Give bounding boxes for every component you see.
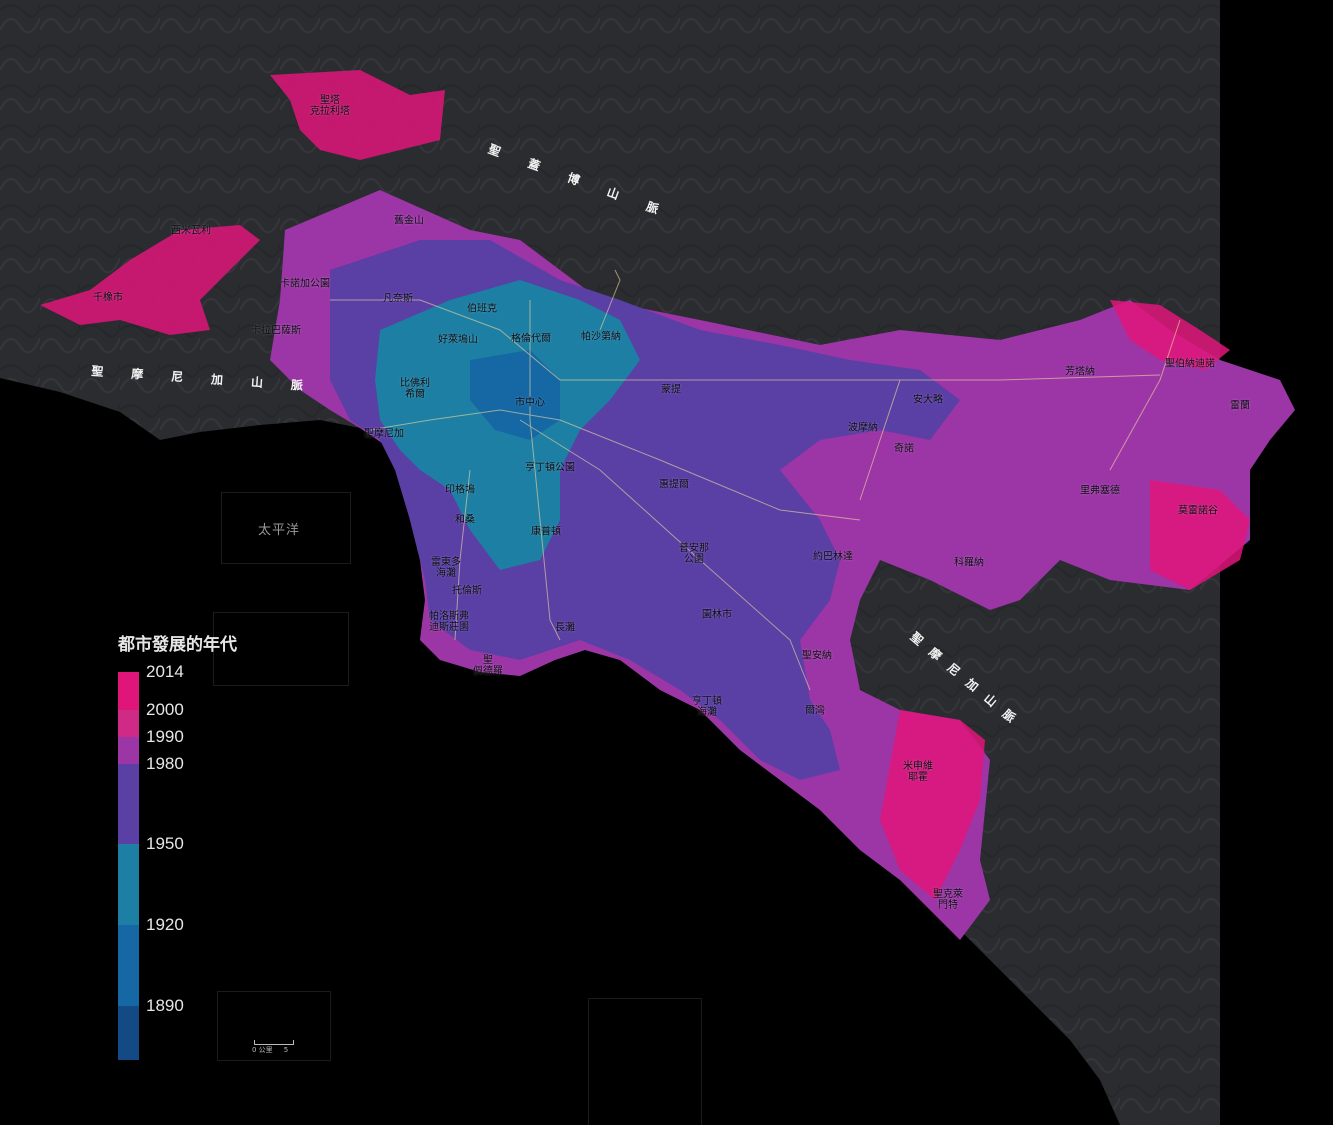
place-label: 帕沙第納 bbox=[581, 331, 621, 343]
place-label: 雷蘭 bbox=[1230, 400, 1250, 412]
place-label: 聖摩尼加 bbox=[364, 428, 404, 440]
place-label: 凡奈斯 bbox=[383, 293, 413, 305]
legend-tick-label: 2000 bbox=[146, 699, 184, 719]
place-label: 莫雷諾谷 bbox=[1178, 505, 1218, 517]
place-label: 聖安納 bbox=[802, 650, 832, 662]
place-label: 安大略 bbox=[913, 394, 943, 406]
legend-segment bbox=[118, 1006, 139, 1060]
legend-tick-label: 1950 bbox=[146, 834, 184, 854]
place-label: 亨丁頓 海灘 bbox=[692, 696, 722, 718]
place-label: 和桑 bbox=[455, 514, 475, 526]
legend-segment bbox=[118, 763, 139, 845]
place-label: 卡諾加公園 bbox=[280, 278, 330, 290]
place-label: 比佛利 希爾 bbox=[400, 378, 430, 400]
place-label: 托倫斯 bbox=[452, 585, 482, 597]
legend-segment bbox=[118, 925, 139, 1007]
legend-tick-label: 1980 bbox=[146, 753, 184, 773]
place-label: 市中心 bbox=[515, 397, 545, 409]
place-label: 聖伯納迪諾 bbox=[1165, 358, 1215, 370]
place-label: 西米瓦利 bbox=[171, 225, 211, 237]
place-label: 亨丁頓公園 bbox=[525, 462, 575, 474]
place-label: 約巴林達 bbox=[813, 551, 853, 563]
place-label: 聖克萊 門特 bbox=[933, 889, 963, 911]
place-label: 聖 佩德羅 bbox=[473, 655, 503, 677]
place-label: 里弗塞德 bbox=[1080, 485, 1120, 497]
legend-tick-label: 1990 bbox=[146, 726, 184, 746]
place-label: 格倫代爾 bbox=[511, 333, 551, 345]
roads bbox=[330, 269, 1181, 691]
legend-segment bbox=[118, 736, 139, 764]
legend-frame bbox=[213, 612, 349, 686]
place-label: 聖塔 克拉利塔 bbox=[310, 95, 350, 117]
place-label: 奇諾 bbox=[894, 443, 914, 455]
place-label: 波摩納 bbox=[848, 422, 878, 434]
legend-color-bar bbox=[118, 672, 139, 1060]
place-label: 舊金山 bbox=[394, 215, 424, 227]
place-label: 帕洛斯弗 迪斯莊園 bbox=[429, 611, 469, 633]
place-label: 芳塔納 bbox=[1065, 366, 1095, 378]
legend-title: 都市發展的年代 bbox=[118, 635, 237, 655]
legend-segment bbox=[118, 844, 139, 926]
place-label: 雷東多 海灘 bbox=[431, 557, 461, 579]
legend-tick-label: 1920 bbox=[146, 915, 184, 935]
right-edge bbox=[1220, 0, 1333, 1125]
place-label: 科羅納 bbox=[954, 557, 984, 569]
place-label: 千橡市 bbox=[93, 292, 123, 304]
legend-segment bbox=[118, 672, 139, 710]
place-label: 長灘 bbox=[555, 622, 575, 634]
place-label: 普安那 公園 bbox=[679, 543, 709, 565]
place-label: 惠提爾 bbox=[659, 479, 689, 491]
legend-tick-label: 2014 bbox=[146, 662, 184, 681]
ocean-label: 太平洋 bbox=[258, 523, 301, 538]
scale-bar: 0 公里 5 bbox=[217, 991, 331, 1061]
scale-bar-line bbox=[254, 1040, 294, 1045]
place-label: 印格塢 bbox=[445, 484, 475, 496]
place-label: 好萊塢山 bbox=[438, 334, 478, 346]
ocean-label-frame bbox=[221, 492, 351, 564]
place-label: 爾灣 bbox=[805, 705, 825, 717]
inset-frame bbox=[588, 998, 702, 1125]
place-label: 康普頓 bbox=[531, 526, 561, 538]
place-label: 蒙提 bbox=[661, 384, 681, 396]
legend-tick-label: 1890 bbox=[146, 996, 184, 1016]
place-label: 卡拉巴薩斯 bbox=[251, 325, 301, 337]
zone-1890-1920 bbox=[470, 350, 560, 440]
place-label: 伯班克 bbox=[467, 303, 497, 315]
legend-segment bbox=[118, 709, 139, 737]
scale-bar-label: 0 公里 5 bbox=[252, 1046, 289, 1054]
place-label: 園林市 bbox=[702, 609, 732, 621]
place-label: 米申維 耶霍 bbox=[903, 761, 933, 783]
ocean bbox=[0, 378, 1120, 1125]
